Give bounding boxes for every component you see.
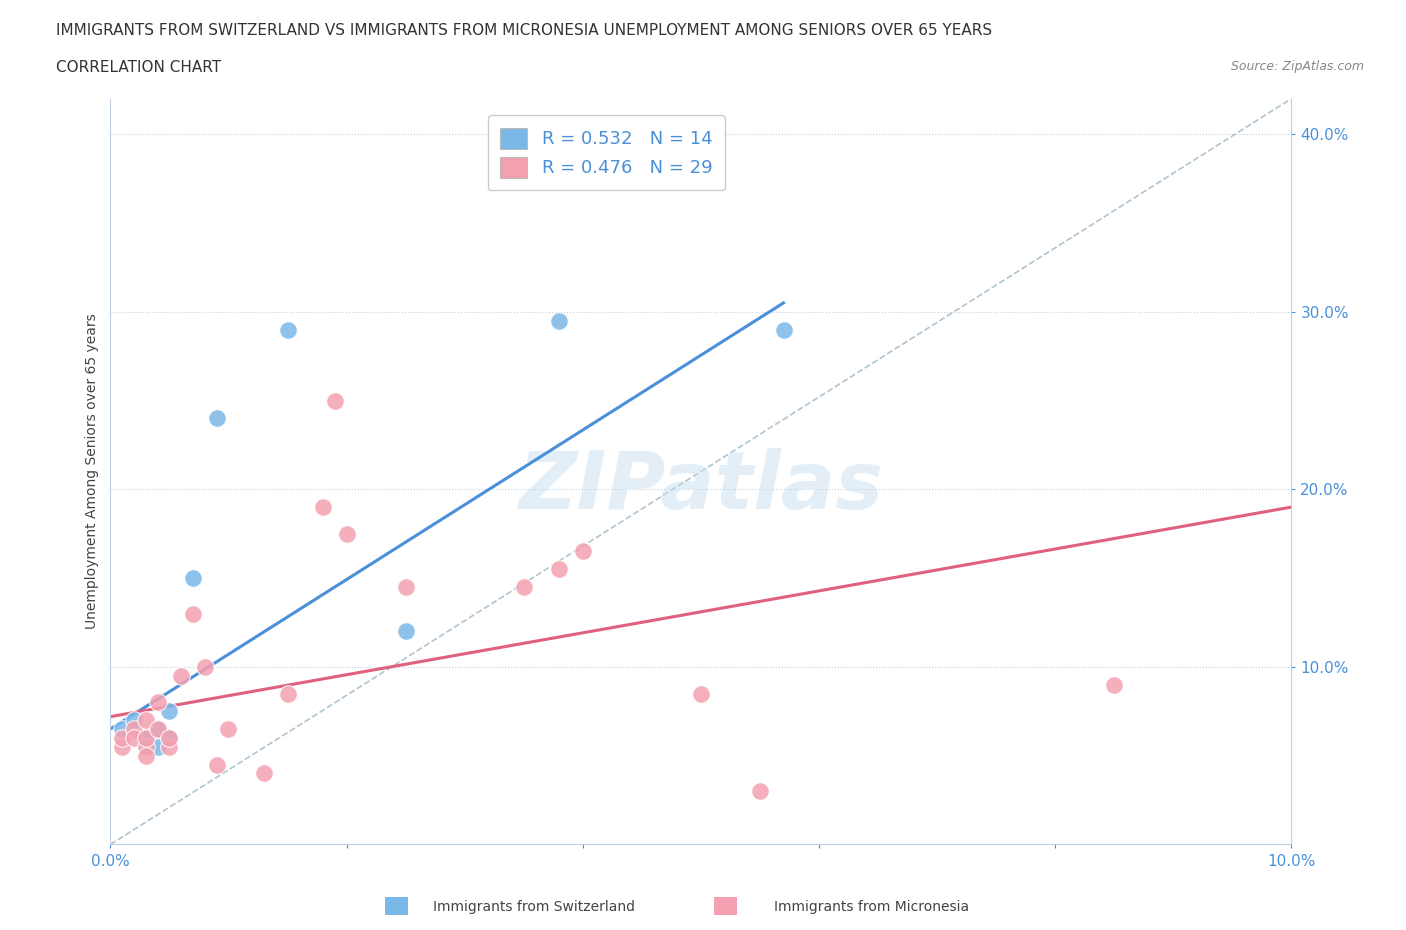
Point bbox=[181, 571, 204, 586]
Point bbox=[312, 499, 335, 514]
Point bbox=[135, 749, 157, 764]
Point bbox=[159, 730, 181, 745]
Text: Immigrants from Micronesia: Immigrants from Micronesia bbox=[775, 899, 969, 914]
Point bbox=[277, 686, 299, 701]
Point bbox=[1102, 677, 1125, 692]
Point bbox=[122, 712, 145, 727]
Point bbox=[159, 730, 181, 745]
Point bbox=[111, 739, 134, 754]
Point bbox=[748, 784, 770, 799]
Point bbox=[548, 562, 571, 577]
Point bbox=[135, 712, 157, 727]
Point bbox=[194, 659, 217, 674]
Point bbox=[122, 730, 145, 745]
Point bbox=[146, 695, 169, 710]
Point bbox=[170, 669, 193, 684]
Point bbox=[323, 393, 346, 408]
Point bbox=[111, 722, 134, 737]
Text: Immigrants from Switzerland: Immigrants from Switzerland bbox=[433, 899, 636, 914]
Point bbox=[548, 313, 571, 328]
Point bbox=[135, 739, 157, 754]
Point bbox=[146, 739, 169, 754]
Legend: R = 0.532   N = 14, R = 0.476   N = 29: R = 0.532 N = 14, R = 0.476 N = 29 bbox=[488, 115, 725, 191]
Point bbox=[395, 579, 418, 594]
Text: CORRELATION CHART: CORRELATION CHART bbox=[56, 60, 221, 75]
Point bbox=[111, 730, 134, 745]
Point bbox=[336, 526, 359, 541]
Point bbox=[146, 722, 169, 737]
Point bbox=[135, 730, 157, 745]
Point bbox=[181, 606, 204, 621]
Point bbox=[571, 544, 593, 559]
Point bbox=[159, 704, 181, 719]
Point bbox=[395, 624, 418, 639]
Text: IMMIGRANTS FROM SWITZERLAND VS IMMIGRANTS FROM MICRONESIA UNEMPLOYMENT AMONG SEN: IMMIGRANTS FROM SWITZERLAND VS IMMIGRANT… bbox=[56, 23, 993, 38]
Point bbox=[205, 757, 228, 772]
Point bbox=[218, 722, 240, 737]
Point bbox=[512, 579, 534, 594]
Point bbox=[159, 739, 181, 754]
Point bbox=[277, 322, 299, 337]
Point bbox=[135, 739, 157, 754]
Point bbox=[253, 766, 276, 781]
Point bbox=[689, 686, 711, 701]
Text: Source: ZipAtlas.com: Source: ZipAtlas.com bbox=[1230, 60, 1364, 73]
Text: ZIPatlas: ZIPatlas bbox=[519, 447, 883, 525]
Point bbox=[772, 322, 794, 337]
Y-axis label: Unemployment Among Seniors over 65 years: Unemployment Among Seniors over 65 years bbox=[86, 313, 100, 630]
Point bbox=[146, 722, 169, 737]
Point bbox=[205, 411, 228, 426]
Point bbox=[122, 722, 145, 737]
Point bbox=[135, 730, 157, 745]
